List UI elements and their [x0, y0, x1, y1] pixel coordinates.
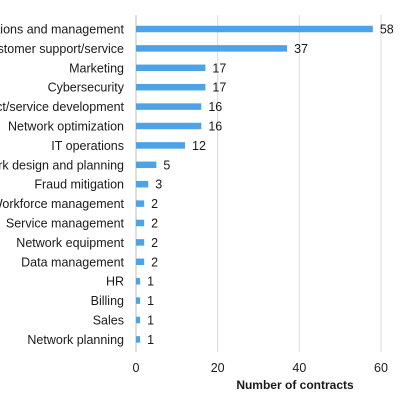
- x-tick-label: 20: [211, 361, 225, 375]
- category-label: Workforce management: [0, 197, 125, 211]
- bar: [136, 103, 202, 110]
- bar: [136, 277, 141, 285]
- category-label: Billing: [91, 294, 124, 308]
- category-label: Network planning: [27, 333, 124, 347]
- bar: [136, 142, 185, 149]
- bar: [136, 219, 145, 227]
- value-label: 1: [147, 314, 154, 328]
- bar: [136, 200, 145, 207]
- category-label: Network optimization: [8, 120, 124, 134]
- value-label: 1: [147, 333, 154, 347]
- value-label: 2: [151, 236, 158, 250]
- bar: [136, 25, 373, 33]
- category-label: Cybersecurity: [48, 81, 125, 95]
- value-label: 1: [147, 294, 154, 308]
- x-axis-ticks: 0 20 40 60: [133, 361, 388, 375]
- value-label: 2: [151, 217, 158, 231]
- bar: [136, 336, 141, 343]
- value-label: 1: [147, 275, 154, 289]
- category-label: Network design and planning: [0, 158, 124, 172]
- bar: [136, 316, 141, 324]
- bar: [136, 239, 145, 246]
- x-tick-label: 40: [292, 361, 306, 375]
- category-label: Marketing: [69, 61, 124, 75]
- value-label: 17: [212, 81, 226, 95]
- x-tick-label: 0: [133, 361, 140, 375]
- category-label: Fraud mitigation: [34, 178, 124, 192]
- category-label: Service management: [6, 217, 125, 231]
- value-label: 3: [155, 178, 162, 192]
- category-label: HR: [106, 275, 124, 289]
- category-label: Sales: [93, 314, 124, 328]
- value-label: 2: [151, 255, 158, 269]
- bar: [136, 297, 141, 304]
- bar: [136, 83, 206, 91]
- value-label: 37: [294, 42, 308, 56]
- category-labels: Operations and management Customer suppor…: [0, 23, 125, 347]
- bar: [136, 180, 149, 188]
- value-label: 16: [208, 120, 222, 134]
- value-label: 16: [208, 100, 222, 114]
- value-label: 2: [151, 197, 158, 211]
- bar: [136, 161, 157, 169]
- value-label: 5: [163, 158, 170, 172]
- category-label: Operations and management: [0, 23, 125, 37]
- x-axis-title: Number of contracts: [236, 378, 354, 392]
- category-label: Data management: [21, 255, 124, 269]
- category-label: Product/service development: [0, 100, 125, 114]
- category-label: Network equipment: [16, 236, 124, 250]
- value-label: 58: [380, 23, 394, 37]
- bar: [136, 258, 145, 266]
- x-tick-label: 60: [374, 361, 388, 375]
- value-label: 12: [192, 139, 206, 153]
- bar: [136, 45, 288, 52]
- bar: [136, 122, 202, 130]
- category-label: Customer support/service: [0, 42, 124, 56]
- bars: [136, 25, 373, 343]
- bar: [136, 64, 206, 72]
- value-label: 17: [212, 61, 226, 75]
- category-label: IT operations: [51, 139, 124, 153]
